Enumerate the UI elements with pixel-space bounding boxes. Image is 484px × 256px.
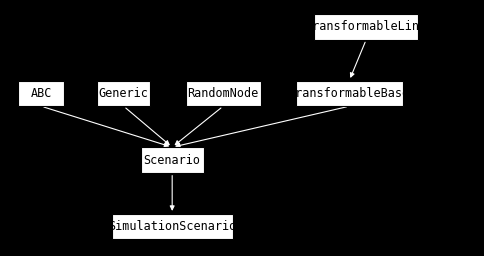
FancyBboxPatch shape [314,14,417,40]
Text: SimulationScenario: SimulationScenario [108,220,236,233]
FancyBboxPatch shape [111,214,232,239]
FancyBboxPatch shape [295,81,402,106]
Text: ABC: ABC [30,87,52,100]
Text: TransformableBase: TransformableBase [288,87,409,100]
Text: Scenario: Scenario [143,154,200,166]
FancyBboxPatch shape [185,81,260,106]
Text: TransformableLink: TransformableLink [305,20,426,33]
FancyBboxPatch shape [97,81,150,106]
Text: Generic: Generic [99,87,148,100]
Text: RandomNode: RandomNode [187,87,258,100]
FancyBboxPatch shape [18,81,64,106]
FancyBboxPatch shape [140,147,203,173]
